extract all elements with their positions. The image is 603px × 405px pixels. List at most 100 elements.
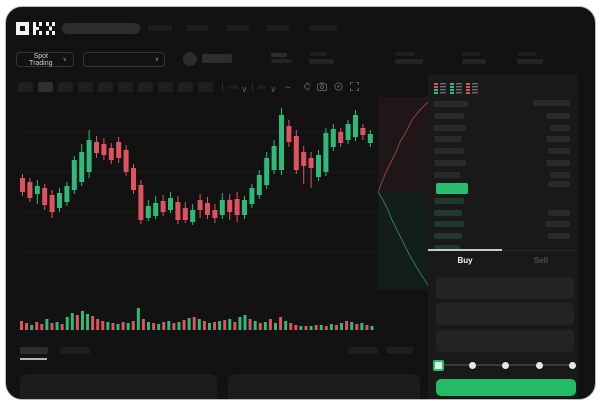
ask-amount [550,124,570,131]
timeframe-button[interactable] [98,82,113,92]
interval-dropdown[interactable] [258,85,266,89]
candle-body [323,133,329,172]
tab-buy[interactable]: Buy [457,256,473,265]
nav-item-3[interactable] [227,25,249,31]
slider-stop-75[interactable] [535,362,543,369]
timeframe-button[interactable] [198,82,213,92]
candle-body [145,206,151,218]
volume-bar [279,317,283,330]
ask-amount [548,148,570,155]
book-combined-icon[interactable] [434,82,446,94]
nav-item-1[interactable] [148,25,172,31]
timeframe-button[interactable] [58,82,73,92]
volume-bar [223,320,227,330]
nav-item-2[interactable] [186,25,208,31]
pair-selector[interactable]: ∨ [83,52,165,67]
candle-body [123,150,129,172]
volume-bar [253,321,257,330]
volume-bar [35,322,39,330]
orderbook-header-amount [533,100,570,106]
total-input[interactable] [436,330,574,352]
candlestick-chart [20,108,376,253]
timeframe-button[interactable] [78,82,93,92]
volume-bar [55,322,59,330]
pair-name-placeholder [202,54,232,63]
candle-body [64,186,70,202]
volume-bar [213,322,217,330]
volume-bar [177,322,181,330]
timeframe-button[interactable] [138,82,153,92]
ask-price [434,136,462,143]
buy-button[interactable] [436,379,576,396]
volume-bar [86,314,90,330]
slider-stop-25[interactable] [468,362,476,369]
orders-tab-active[interactable] [20,347,48,354]
volume-bar [157,324,161,330]
candle-body [160,201,166,212]
candle-body [264,158,270,185]
fullscreen-icon[interactable] [350,82,359,91]
volume-bar [91,316,95,330]
orders-action-1[interactable] [348,347,378,354]
slider-stop-50[interactable] [502,362,509,369]
slider-stop-100[interactable] [569,362,576,369]
volume-bar [45,319,49,330]
bid-price [434,209,462,216]
volume-bar [263,322,267,330]
timeframe-button[interactable] [158,82,173,92]
volume-bar [192,317,196,330]
nav-item-5[interactable] [310,25,337,31]
candle-body [227,200,233,212]
volume-bar [182,320,186,330]
volume-bar [238,317,242,330]
candle-body [367,134,373,143]
candle-body [175,202,181,220]
timeframe-button[interactable] [118,82,133,92]
candle-body [49,195,55,212]
volume-bar [284,321,288,330]
toolbar-divider [222,82,223,92]
volume-bar [304,326,308,330]
stat-label-2 [395,52,415,56]
market-type-selector[interactable]: Spot Trading ∨ [16,52,74,67]
price-change-placeholder [271,59,292,63]
candle-body [94,142,99,153]
price-input[interactable] [436,277,574,299]
timeframe-button[interactable] [178,82,193,92]
search-input[interactable] [62,23,140,34]
camera-icon[interactable] [317,82,327,91]
timeframe-button[interactable] [18,82,33,92]
nav-item-4[interactable] [266,25,289,31]
book-asks-icon[interactable] [466,82,478,94]
book-bids-icon[interactable] [450,82,462,94]
candle-body [131,168,136,190]
tab-sell[interactable]: Sell [533,256,549,265]
candle-body [153,203,159,216]
orders-tab[interactable] [60,347,90,354]
candle-body [330,129,336,147]
settings-icon[interactable] [334,82,343,91]
volume-bar [334,325,338,330]
draw-icon[interactable] [301,82,310,91]
volume-bar [126,323,130,330]
volume-bar [187,318,191,330]
amount-input[interactable] [436,303,574,325]
market-type-label: Spot Trading [29,52,53,67]
stat-label-4 [517,52,537,56]
slider-stop-0[interactable] [433,360,444,371]
volume-bar [50,323,54,330]
wave-icon[interactable]: ∼ [284,82,292,92]
ask-price [434,171,460,178]
candle-body [316,155,321,177]
indicator-dropdown[interactable] [228,85,238,89]
candle-body [27,182,33,198]
chevron-down-icon[interactable]: ∨ [270,84,277,94]
volume-bar [360,323,364,330]
candle-body [168,198,173,210]
candle-body [219,200,225,215]
depth-asks-area [378,97,430,192]
candle-body [101,144,107,155]
chevron-down-icon[interactable]: ∨ [241,84,248,94]
timeframe-button[interactable] [38,82,53,92]
orders-action-2[interactable] [386,347,413,354]
